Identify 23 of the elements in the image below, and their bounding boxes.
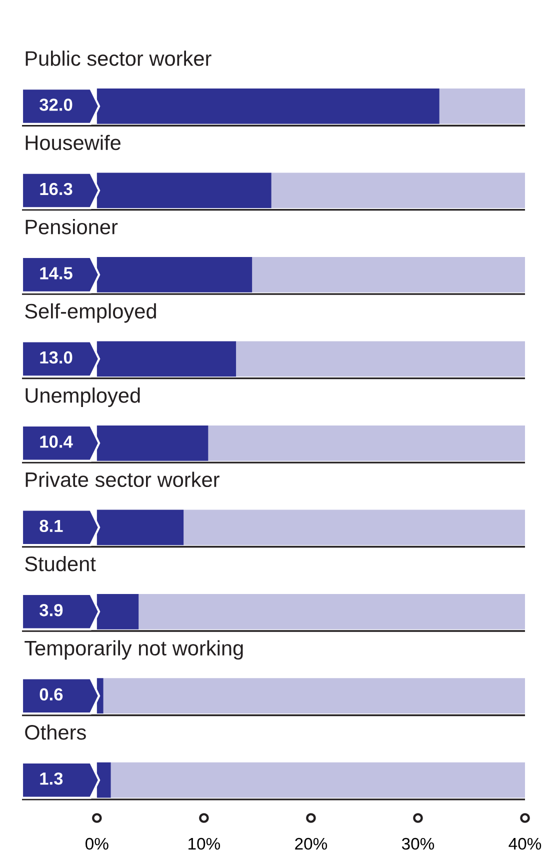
x-tick-label: 30% [402,838,434,850]
y-tick-label: Others [25,724,86,740]
y-tick-label: Housewife [26,134,120,150]
y-tick-label: Temporarily not working [24,640,243,660]
y-tick-label: Self-employed [25,303,156,323]
data-label: 8.1 [40,520,63,532]
y-tick-label: Private sector worker [26,472,220,488]
data-label: 13.0 [40,351,72,364]
data-label: 0.6 [40,688,63,701]
data-label: 32.0 [40,98,72,111]
data-label: 16.3 [40,182,72,196]
x-tick-label: 20% [295,838,328,850]
data-label: 3.9 [40,604,63,616]
data-label: 14.5 [40,267,72,280]
y-tick-label: Unemployed [26,388,140,407]
x-tick-label: 40% [508,838,542,850]
y-tick-label: Public sector worker [26,50,212,66]
y-tick-label: Pensioner [26,219,118,234]
data-label: 10.4 [40,436,73,448]
data-label: 1.3 [40,772,63,785]
x-tick-label: 0% [86,838,108,850]
y-tick-label: Student [25,556,96,572]
x-tick-label: 10% [188,838,220,850]
